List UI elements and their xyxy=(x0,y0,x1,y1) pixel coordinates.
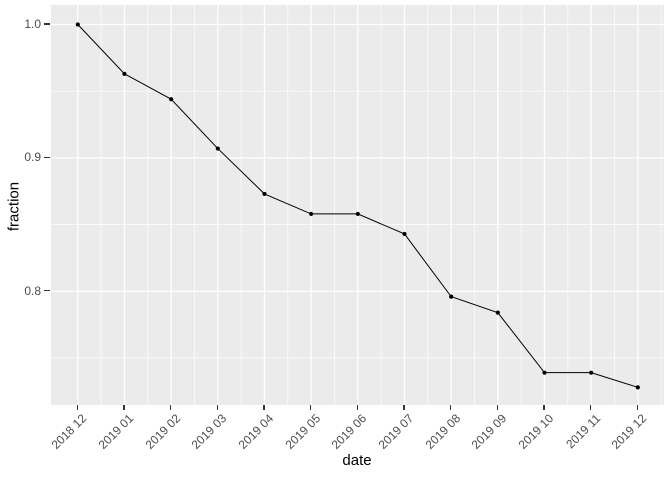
x-tick-label: 2019 11 xyxy=(562,411,603,452)
plot-panel xyxy=(50,4,664,405)
x-tick-mark xyxy=(216,405,218,410)
y-tick-label: 1.0 xyxy=(24,17,41,31)
y-tick-mark xyxy=(44,23,50,25)
x-tick-mark xyxy=(356,405,358,410)
x-tick-label: 2019 03 xyxy=(188,411,230,452)
x-tick-label: 2019 01 xyxy=(95,411,137,452)
x-tick-mark xyxy=(589,405,592,410)
data-point xyxy=(261,191,267,196)
x-tick-label: 2018 12 xyxy=(48,411,90,452)
data-point xyxy=(215,145,220,151)
data-point xyxy=(588,370,593,375)
x-tick-label: 2019 02 xyxy=(142,411,183,452)
data-point xyxy=(308,211,313,216)
data-point xyxy=(75,21,80,27)
x-tick-label: 2019 10 xyxy=(515,411,557,452)
x-axis-title: date xyxy=(342,452,372,469)
x-tick-mark xyxy=(636,405,639,410)
y-tick-label: 0.9 xyxy=(24,150,41,165)
y-tick-mark xyxy=(44,290,50,292)
x-tick-mark xyxy=(309,405,312,410)
x-tick-label: 2019 07 xyxy=(375,411,417,452)
x-tick-mark xyxy=(76,405,78,410)
x-tick-label: 2019 08 xyxy=(422,411,463,452)
chart-canvas xyxy=(50,4,664,405)
y-tick-mark xyxy=(44,156,50,159)
x-tick-label: 2019 09 xyxy=(468,411,510,452)
x-tick-mark xyxy=(543,405,545,410)
x-tick-label: 2019 05 xyxy=(282,411,323,452)
data-point xyxy=(495,310,500,315)
x-tick-mark xyxy=(263,405,265,410)
data-point xyxy=(635,384,640,389)
x-tick-mark xyxy=(123,405,125,410)
data-point xyxy=(168,96,173,101)
x-tick-label: 2019 12 xyxy=(608,411,650,452)
data-point xyxy=(121,71,127,76)
data-point xyxy=(355,211,360,216)
x-tick-label: 2019 06 xyxy=(328,411,370,452)
x-tick-label: 2019 04 xyxy=(235,411,277,452)
data-point xyxy=(401,231,407,236)
y-axis-title: fraction xyxy=(5,181,23,232)
data-point xyxy=(541,370,547,375)
data-point xyxy=(448,294,453,299)
x-tick-mark xyxy=(403,405,405,410)
x-tick-mark xyxy=(449,405,452,410)
x-tick-mark xyxy=(496,405,499,410)
y-tick-label: 0.8 xyxy=(24,283,41,298)
x-tick-mark xyxy=(169,405,172,410)
